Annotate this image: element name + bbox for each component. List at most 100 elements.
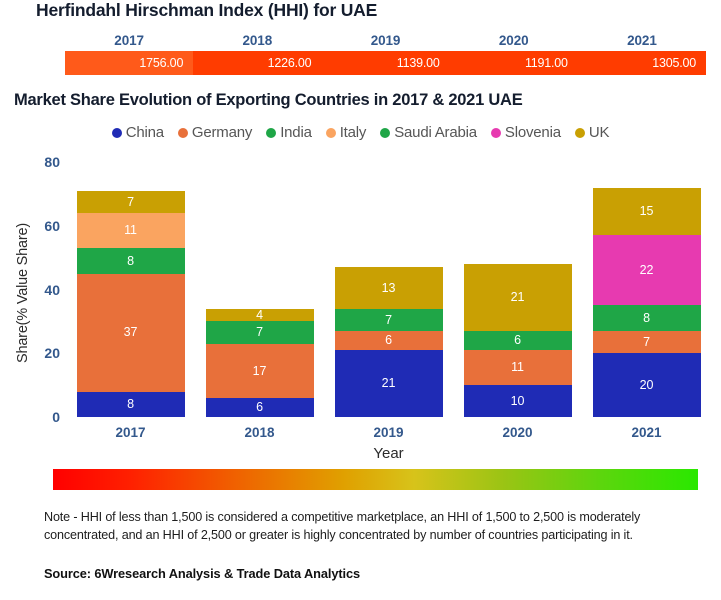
bar-segment-value-label: 10 bbox=[510, 393, 525, 408]
x-axis-tick-label: 2019 bbox=[373, 425, 404, 440]
stacked-bar-chart: Share(% Value Share) 0 20 40 60 80 7 11 8 37 8 20… bbox=[0, 150, 721, 462]
hhi-value-cell: 1305.00 bbox=[652, 56, 697, 70]
bar-segment[interactable]: 17 bbox=[205, 343, 314, 398]
bar-segment[interactable]: 21 bbox=[334, 350, 443, 417]
chart-title: Market Share Evolution of Exporting Coun… bbox=[14, 91, 523, 109]
hhi-value-cell: 1191.00 bbox=[524, 56, 568, 70]
legend-item-uk[interactable]: UK bbox=[574, 124, 610, 141]
legend-item-india[interactable]: India bbox=[266, 124, 312, 141]
bar-segment[interactable]: 7 bbox=[334, 308, 443, 331]
bar-group-2019: 13 7 6 21 bbox=[334, 267, 443, 417]
bar-segment-value-label: 6 bbox=[514, 333, 521, 348]
bar-segment-value-label: 6 bbox=[385, 333, 392, 348]
bar-group-2020: 21 6 11 10 bbox=[463, 264, 572, 417]
bar-segment-value-label: 7 bbox=[385, 312, 392, 327]
bar-segment-value-label: 11 bbox=[124, 223, 137, 238]
legend-item-slovenia[interactable]: Slovenia bbox=[490, 124, 561, 141]
bar-segment-value-label: 21 bbox=[381, 376, 396, 391]
bar-segment-value-label: 7 bbox=[127, 194, 134, 209]
hhi-table-value-row: 1756.00 1226.00 1139.00 1191.00 1305.00 bbox=[65, 51, 706, 75]
chart-legend: China Germany India Italy Saudi Arabia Sloven… bbox=[0, 124, 721, 141]
bar-segment[interactable]: 8 bbox=[592, 305, 701, 331]
bar-segment[interactable]: 6 bbox=[463, 330, 572, 351]
bar-segment[interactable]: 7 bbox=[592, 330, 701, 354]
legend-item-label: Slovenia bbox=[504, 124, 561, 141]
hhi-value-cell: 1226.00 bbox=[267, 56, 312, 70]
bar-segment[interactable]: 11 bbox=[76, 213, 185, 249]
y-axis-tick-label: 60 bbox=[44, 217, 60, 234]
legend-item-label: Germany bbox=[191, 124, 253, 141]
x-axis-tick-label: 2020 bbox=[502, 425, 533, 440]
x-axis-tick-label: 2017 bbox=[115, 425, 146, 440]
concentration-gradient-bar bbox=[53, 469, 698, 490]
bar-segment[interactable]: 7 bbox=[76, 190, 185, 213]
hhi-title: Herfindahl Hirschman Index (HHI) for UAE bbox=[36, 0, 378, 20]
legend-swatch-icon bbox=[574, 127, 585, 138]
source-text: Source: 6Wresearch Analysis & Trade Data… bbox=[44, 566, 361, 581]
bar-segment-value-label: 20 bbox=[639, 377, 654, 392]
bar-group-2017: 7 11 8 37 8 bbox=[76, 190, 185, 417]
bar-segment-value-label: 11 bbox=[511, 360, 524, 375]
hhi-year-header: 2019 bbox=[370, 32, 401, 48]
bar-segment-value-label: 8 bbox=[127, 253, 134, 268]
bar-segment[interactable]: 6 bbox=[334, 330, 443, 351]
hhi-table-header-row: 2017 2018 2019 2020 2021 bbox=[65, 29, 706, 51]
bar-segment-value-label: 21 bbox=[510, 290, 525, 305]
bar-segment-value-label: 6 bbox=[256, 400, 263, 415]
legend-swatch-icon bbox=[325, 127, 336, 138]
y-axis-tick-label: 40 bbox=[44, 281, 60, 298]
x-axis-title: Year bbox=[373, 445, 404, 462]
bar-segment-value-label: 15 bbox=[639, 204, 654, 219]
bar-segment[interactable]: 8 bbox=[76, 391, 185, 417]
bar-segment-value-label: 22 bbox=[639, 263, 654, 278]
legend-item-italy[interactable]: Italy bbox=[325, 124, 367, 141]
bar-segment-value-label: 8 bbox=[643, 310, 650, 325]
stacked-bar: 13 7 6 21 bbox=[334, 267, 443, 417]
legend-item-label: UK bbox=[588, 124, 610, 141]
bar-segment[interactable]: 13 bbox=[334, 267, 443, 309]
hhi-value-cell: 1139.00 bbox=[396, 56, 440, 70]
bar-segment[interactable]: 22 bbox=[592, 235, 701, 306]
legend-item-label: India bbox=[280, 124, 312, 141]
legend-swatch-icon bbox=[490, 127, 501, 138]
bar-segment[interactable]: 8 bbox=[76, 248, 185, 274]
legend-item-saudi-arabia[interactable]: Saudi Arabia bbox=[380, 124, 477, 141]
footnote-text: Note - HHI of less than 1,500 is conside… bbox=[44, 510, 641, 543]
x-axis-tick-label: 2021 bbox=[631, 425, 662, 440]
legend-swatch-icon bbox=[177, 127, 188, 138]
legend-swatch-icon bbox=[111, 127, 122, 138]
hhi-year-header: 2018 bbox=[242, 32, 273, 48]
bar-segment[interactable]: 7 bbox=[205, 321, 314, 344]
legend-item-label: Italy bbox=[339, 124, 367, 141]
bar-segment-value-label: 8 bbox=[127, 397, 134, 411]
stacked-bar: 7 11 8 37 8 bbox=[76, 190, 185, 417]
bar-segment[interactable]: 21 bbox=[463, 264, 572, 331]
bar-segment-value-label: 7 bbox=[643, 334, 650, 349]
bar-segment[interactable]: 4 bbox=[205, 308, 314, 322]
legend-swatch-icon bbox=[380, 127, 391, 138]
hhi-year-header: 2020 bbox=[498, 32, 529, 48]
legend-item-germany[interactable]: Germany bbox=[177, 124, 253, 141]
bar-segment-value-label: 17 bbox=[252, 363, 267, 378]
y-axis-tick-label: 0 bbox=[52, 409, 60, 425]
bar-group-2021: 15 22 8 7 20 bbox=[592, 187, 701, 417]
bar-segment-value-label: 37 bbox=[123, 325, 138, 340]
bar-segment[interactable]: 11 bbox=[463, 350, 572, 386]
bar-segment-value-label: 13 bbox=[381, 280, 396, 295]
y-axis-tick-label: 80 bbox=[44, 154, 60, 170]
bar-segment[interactable]: 10 bbox=[463, 385, 572, 417]
stacked-bar: 21 6 11 10 bbox=[463, 264, 572, 417]
bar-segment[interactable]: 15 bbox=[592, 187, 701, 236]
bar-segment[interactable]: 20 bbox=[592, 353, 701, 417]
bar-group-2018: 4 7 17 6 bbox=[205, 308, 314, 417]
bar-segment-value-label: 7 bbox=[256, 325, 263, 340]
legend-swatch-icon bbox=[266, 127, 277, 138]
hhi-value-cell: 1756.00 bbox=[65, 51, 194, 75]
hhi-year-header: 2021 bbox=[627, 32, 657, 48]
plot-area: 7 11 8 37 8 2017 4 7 17 6 2018 13 7 6 21 2019 21 6 11 10 202… bbox=[66, 150, 711, 450]
legend-item-china[interactable]: China bbox=[111, 124, 164, 141]
y-axis-ticks: 0 20 40 60 80 bbox=[10, 150, 60, 450]
hhi-year-header: 2017 bbox=[114, 32, 144, 48]
bar-segment[interactable]: 37 bbox=[76, 273, 185, 392]
bar-segment[interactable]: 6 bbox=[205, 397, 314, 417]
